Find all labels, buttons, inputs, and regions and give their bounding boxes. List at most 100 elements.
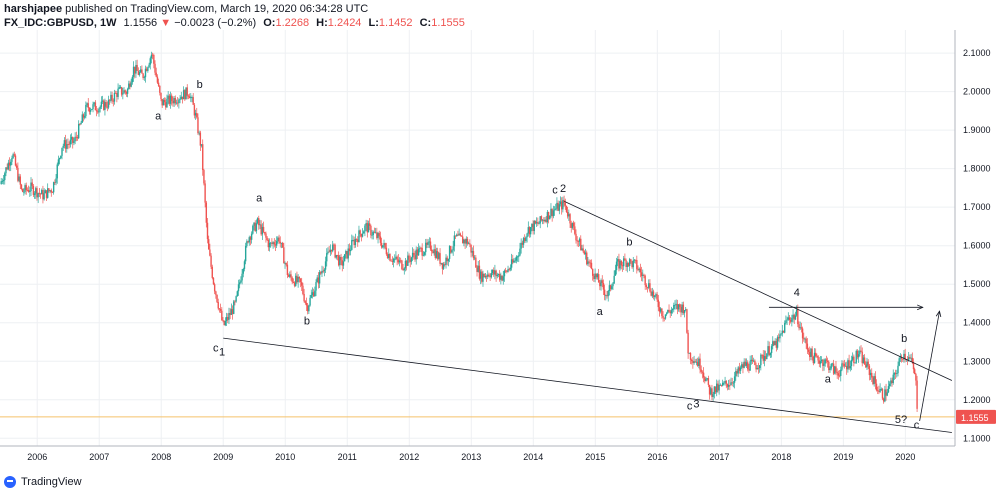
author-name[interactable]: harshjapee (4, 3, 63, 15)
candle-body (815, 352, 817, 356)
candle-body (500, 275, 502, 280)
axes[interactable]: 2006 2007 2008 2009 2010 2011 2012 2013 2014 2015… (0, 30, 996, 462)
x-tick-label: 2006 (27, 452, 47, 462)
candle-body (355, 238, 358, 240)
candle-body (117, 88, 119, 97)
candle-body (110, 94, 112, 101)
chart-footer: TradingView (4, 474, 82, 490)
candle-body (600, 280, 602, 287)
candle-body (512, 259, 514, 263)
candle-body (867, 361, 869, 366)
candle-body (304, 301, 306, 303)
candle-body (169, 95, 172, 104)
candle-body (477, 265, 479, 272)
candle-body (138, 72, 141, 75)
candle-body (240, 280, 242, 283)
candle-body (61, 147, 63, 156)
trendlines[interactable] (223, 201, 953, 433)
candle-body (450, 246, 452, 253)
x-tick-label: 2017 (709, 452, 729, 462)
candle-body (38, 193, 41, 194)
candle-body (799, 327, 801, 329)
wave-label: 3 (693, 398, 699, 410)
candle-body (66, 144, 68, 149)
candle-body (327, 251, 329, 254)
candle-body (611, 286, 613, 290)
candle-body (212, 277, 215, 285)
candle-body (813, 352, 816, 364)
candle-body (866, 361, 868, 368)
candle-body (376, 232, 378, 239)
candle-body (196, 113, 198, 118)
candle-body (679, 304, 681, 307)
candle-body (281, 242, 284, 248)
candle-body (426, 242, 428, 245)
candle-body (79, 124, 81, 125)
candle-body (645, 285, 648, 287)
candle-body (198, 132, 200, 134)
candle-body (522, 238, 525, 245)
close-label: C: (419, 17, 432, 29)
candle-body (504, 270, 507, 272)
candle-body (407, 255, 409, 266)
candle-body (135, 64, 137, 74)
candle-body (887, 386, 890, 393)
candle-body (766, 353, 768, 360)
candle-body (159, 85, 161, 93)
candle-body (2, 180, 5, 182)
candle-body (39, 193, 42, 195)
candle-body (862, 357, 865, 364)
tradingview-logo-icon[interactable] (4, 476, 16, 488)
candle-body (732, 382, 735, 384)
candle-body (261, 226, 264, 235)
candle-body (580, 238, 582, 251)
candle-body (894, 372, 897, 375)
candle-body (101, 100, 104, 102)
candle-body (346, 251, 348, 259)
candle-body (62, 145, 64, 148)
footer-brand[interactable]: TradingView (21, 476, 82, 488)
last-price-badge (956, 409, 996, 424)
candle-body (389, 254, 391, 261)
trend-line[interactable] (223, 337, 952, 433)
candle-body (12, 154, 14, 159)
candle-body (235, 296, 237, 302)
candle-body (575, 233, 577, 241)
candle-body (291, 277, 293, 282)
candle-body (218, 308, 221, 310)
candle-body (700, 369, 702, 372)
candle-body (747, 362, 749, 370)
candle-body (717, 383, 719, 391)
candle-body (456, 234, 458, 237)
candle-body (584, 252, 587, 255)
candle-body (417, 248, 420, 256)
trend-line[interactable] (564, 201, 953, 381)
candle-body (911, 357, 914, 362)
candle-body (237, 284, 240, 292)
candle-body (225, 317, 228, 322)
candle-body (534, 220, 537, 224)
candle-body (804, 338, 806, 340)
candle-body (807, 349, 810, 352)
candle-body (405, 260, 408, 266)
candle-body (396, 256, 398, 260)
candle-body (19, 176, 21, 185)
symbol-label[interactable]: FX_IDC:GBPUSD, 1W (4, 17, 117, 29)
candle-body (577, 240, 580, 242)
arrow-line[interactable] (919, 311, 940, 422)
candle-body (109, 99, 111, 101)
candle-body (181, 96, 184, 100)
candle-body (812, 356, 815, 364)
candle-body (315, 282, 317, 291)
candle-body (310, 295, 312, 298)
candle-body (5, 167, 7, 174)
candle-body (87, 103, 89, 108)
candle-body (837, 373, 840, 376)
candle-body (4, 173, 6, 181)
candle-body (295, 275, 297, 286)
candle-body (848, 360, 850, 369)
candle-body (1, 181, 4, 182)
candle-body (452, 246, 454, 251)
candle-body (851, 356, 854, 360)
